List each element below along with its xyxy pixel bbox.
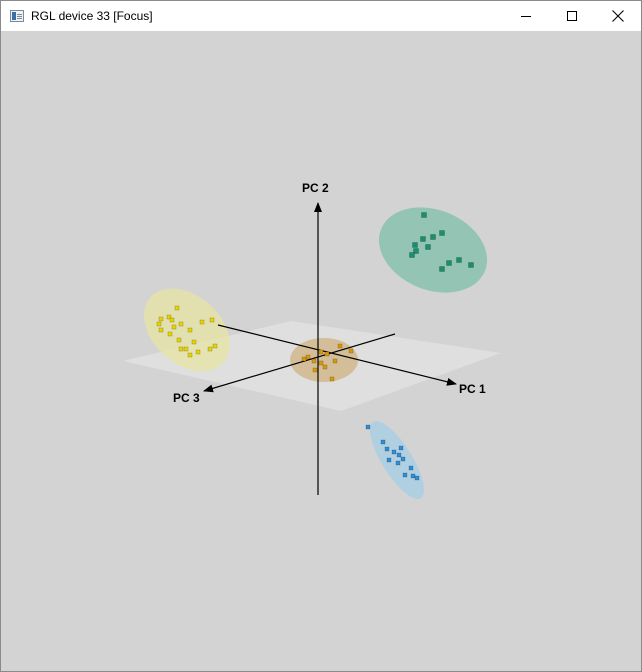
data-point — [209, 317, 215, 323]
data-point — [380, 439, 386, 445]
data-point — [158, 327, 164, 333]
app-window-icon — [10, 10, 24, 22]
data-point — [332, 358, 338, 364]
data-point — [410, 473, 416, 479]
data-point — [412, 242, 418, 248]
data-point — [191, 339, 197, 345]
data-point — [468, 262, 474, 268]
cluster-ellipsoid-orange — [290, 338, 358, 382]
maximize-button[interactable] — [549, 1, 595, 31]
data-point — [212, 343, 218, 349]
cluster-ellipsoid-teal — [378, 207, 488, 293]
data-point — [176, 337, 182, 343]
data-point — [207, 346, 213, 352]
axis-pc3-line — [203, 333, 396, 393]
data-point — [171, 324, 177, 330]
window-controls — [503, 1, 641, 31]
cluster-ellipsoid-blue — [369, 421, 425, 499]
data-point — [408, 465, 414, 471]
data-point — [400, 456, 406, 462]
data-point — [178, 346, 184, 352]
data-points — [156, 212, 474, 481]
data-point — [301, 356, 307, 362]
data-point — [409, 252, 415, 258]
data-point — [166, 314, 172, 320]
window-title: RGL device 33 [Focus] — [31, 9, 153, 23]
axis-label-pc2: PC 2 — [302, 181, 329, 195]
data-point — [395, 460, 401, 466]
data-point — [305, 354, 311, 360]
data-point — [337, 343, 343, 349]
data-point — [322, 364, 328, 370]
data-point — [187, 352, 193, 358]
data-point — [421, 212, 427, 218]
data-point — [156, 321, 162, 327]
data-point — [439, 230, 445, 236]
title-bar[interactable]: RGL device 33 [Focus] — [1, 1, 641, 31]
data-point — [398, 445, 404, 451]
minimize-button[interactable] — [503, 1, 549, 31]
data-point — [311, 358, 317, 364]
pca-3d-scene[interactable]: PC 2 PC 1 PC 3 — [1, 31, 641, 671]
data-point — [187, 327, 193, 333]
close-button[interactable] — [595, 1, 641, 31]
data-point — [167, 331, 173, 337]
data-point — [178, 321, 184, 327]
data-point — [420, 236, 426, 242]
data-point — [402, 472, 408, 478]
data-point — [425, 244, 431, 250]
data-point — [386, 457, 392, 463]
data-point — [318, 360, 324, 366]
data-point — [312, 367, 318, 373]
data-point — [413, 248, 419, 254]
data-point — [199, 319, 205, 325]
data-point — [183, 346, 189, 352]
data-point — [318, 349, 324, 355]
data-point — [430, 234, 436, 240]
data-point — [158, 316, 164, 322]
data-point — [324, 351, 330, 357]
data-point — [391, 449, 397, 455]
axis-label-pc3: PC 3 — [173, 391, 200, 405]
data-point — [414, 475, 420, 481]
data-point — [348, 348, 354, 354]
data-point — [396, 452, 402, 458]
data-point — [174, 305, 180, 311]
axis-label-pc1: PC 1 — [459, 382, 486, 396]
data-point — [446, 260, 452, 266]
3d-viewport[interactable]: PC 2 PC 1 PC 3 — [1, 31, 641, 671]
data-point — [365, 424, 371, 430]
data-point — [439, 266, 445, 272]
close-icon — [612, 10, 624, 22]
data-point — [169, 317, 175, 323]
data-point — [384, 446, 390, 452]
data-point — [329, 376, 335, 382]
axis-pc1-line — [217, 324, 457, 386]
data-point — [456, 257, 462, 263]
data-point — [195, 349, 201, 355]
